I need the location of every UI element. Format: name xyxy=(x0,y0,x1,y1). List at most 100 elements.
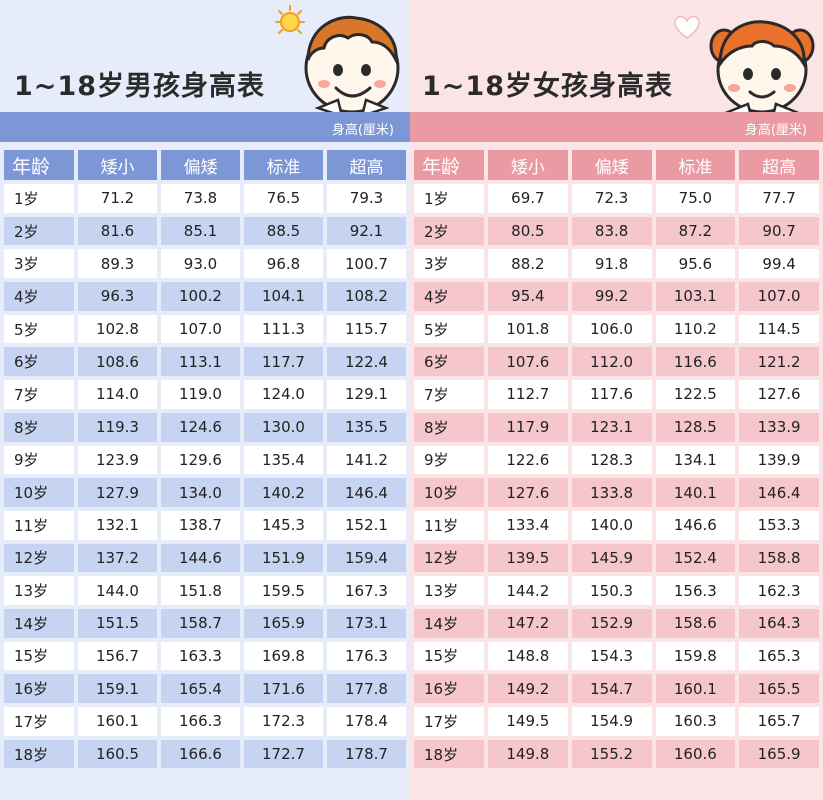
age-cell: 10岁 xyxy=(414,478,484,507)
table-row: 8岁 117.9 123.1 128.5 133.9 xyxy=(414,412,819,442)
age-cell: 13岁 xyxy=(4,576,74,605)
short-value-cell: 122.6 xyxy=(488,445,568,475)
age-cell: 5岁 xyxy=(414,314,484,344)
short-value-cell: 89.3 xyxy=(78,249,157,279)
table-row: 12岁 139.5 145.9 152.4 158.8 xyxy=(414,543,819,573)
below-average-value-cell: 154.9 xyxy=(571,707,652,736)
boys-height-table: 年龄 矮小 偏矮 标准 超高 1岁 71.2 73.8 76.5 79.3 2岁 81.6 8… xyxy=(0,146,410,772)
tall-value-cell: 90.7 xyxy=(739,216,819,246)
below-average-value-cell: 154.7 xyxy=(571,674,652,703)
short-value-cell: 108.6 xyxy=(78,347,157,377)
below-average-value-cell: 152.9 xyxy=(571,608,652,638)
heart-icon xyxy=(674,15,700,39)
standard-value-cell: 128.5 xyxy=(655,412,736,442)
table-row: 5岁 101.8 106.0 110.2 114.5 xyxy=(414,314,819,344)
tall-value-cell: 165.7 xyxy=(739,707,819,736)
tall-value-cell: 146.4 xyxy=(327,478,406,507)
below-average-value-cell: 107.0 xyxy=(161,314,240,344)
table-row: 7岁 114.0 119.0 124.0 129.1 xyxy=(4,380,406,409)
below-average-value-cell: 119.0 xyxy=(161,380,240,409)
table-row: 15岁 148.8 154.3 159.8 165.3 xyxy=(414,641,819,671)
table-row: 13岁 144.2 150.3 156.3 162.3 xyxy=(414,576,819,605)
column-header-tall: 超高 xyxy=(739,150,819,180)
table-row: 10岁 127.9 134.0 140.2 146.4 xyxy=(4,478,406,507)
short-value-cell: 127.6 xyxy=(488,478,568,507)
age-cell: 17岁 xyxy=(414,707,484,736)
table-row: 17岁 160.1 166.3 172.3 178.4 xyxy=(4,707,406,736)
standard-value-cell: 158.6 xyxy=(655,608,736,638)
table-row: 4岁 95.4 99.2 103.1 107.0 xyxy=(414,282,819,311)
tall-value-cell: 99.4 xyxy=(739,249,819,279)
tall-value-cell: 177.8 xyxy=(327,674,406,703)
tall-value-cell: 153.3 xyxy=(739,510,819,540)
tall-value-cell: 141.2 xyxy=(327,445,406,475)
boys-table-header-row: 年龄 矮小 偏矮 标准 超高 xyxy=(4,150,406,180)
tall-value-cell: 122.4 xyxy=(327,347,406,377)
short-value-cell: 156.7 xyxy=(78,641,157,671)
short-value-cell: 132.1 xyxy=(78,510,157,540)
below-average-value-cell: 106.0 xyxy=(571,314,652,344)
short-value-cell: 148.8 xyxy=(488,641,568,671)
standard-value-cell: 122.5 xyxy=(655,380,736,409)
table-row: 15岁 156.7 163.3 169.8 176.3 xyxy=(4,641,406,671)
table-row: 14岁 147.2 152.9 158.6 164.3 xyxy=(414,608,819,638)
table-row: 2岁 80.5 83.8 87.2 90.7 xyxy=(414,216,819,246)
below-average-value-cell: 158.7 xyxy=(161,608,240,638)
column-header-age: 年龄 xyxy=(414,150,484,180)
below-average-value-cell: 91.8 xyxy=(571,249,652,279)
girls-height-table: 年龄 矮小 偏矮 标准 超高 1岁 69.7 72.3 75.0 77.7 2岁 80.5 8… xyxy=(410,146,823,772)
below-average-value-cell: 151.8 xyxy=(161,576,240,605)
short-value-cell: 95.4 xyxy=(488,282,568,311)
age-cell: 16岁 xyxy=(414,674,484,703)
below-average-value-cell: 145.9 xyxy=(571,543,652,573)
standard-value-cell: 159.8 xyxy=(655,641,736,671)
short-value-cell: 107.6 xyxy=(488,347,568,377)
standard-value-cell: 169.8 xyxy=(244,641,323,671)
age-cell: 11岁 xyxy=(4,510,74,540)
age-cell: 8岁 xyxy=(414,412,484,442)
standard-value-cell: 87.2 xyxy=(655,216,736,246)
standard-value-cell: 160.6 xyxy=(655,739,736,769)
age-cell: 16岁 xyxy=(4,674,74,703)
age-cell: 7岁 xyxy=(4,380,74,409)
table-row: 13岁 144.0 151.8 159.5 167.3 xyxy=(4,576,406,605)
boy-mascot-icon xyxy=(304,15,400,118)
tall-value-cell: 176.3 xyxy=(327,641,406,671)
short-value-cell: 81.6 xyxy=(78,216,157,246)
standard-value-cell: 152.4 xyxy=(655,543,736,573)
table-row: 18岁 149.8 155.2 160.6 165.9 xyxy=(414,739,819,769)
table-row: 9岁 123.9 129.6 135.4 141.2 xyxy=(4,445,406,475)
age-cell: 4岁 xyxy=(4,282,74,311)
standard-value-cell: 103.1 xyxy=(655,282,736,311)
below-average-value-cell: 93.0 xyxy=(161,249,240,279)
tall-value-cell: 146.4 xyxy=(739,478,819,507)
tall-value-cell: 107.0 xyxy=(739,282,819,311)
tall-value-cell: 165.9 xyxy=(739,739,819,769)
table-row: 16岁 149.2 154.7 160.1 165.5 xyxy=(414,674,819,703)
tall-value-cell: 167.3 xyxy=(327,576,406,605)
age-cell: 9岁 xyxy=(4,445,74,475)
girls-title-area: 1~18岁女孩身高表 xyxy=(410,0,823,122)
below-average-value-cell: 154.3 xyxy=(571,641,652,671)
boys-table-body: 1岁 71.2 73.8 76.5 79.3 2岁 81.6 85.1 88.5 92.1 3岁 89… xyxy=(4,184,406,769)
short-value-cell: 144.0 xyxy=(78,576,157,605)
short-value-cell: 147.2 xyxy=(488,608,568,638)
standard-value-cell: 111.3 xyxy=(244,314,323,344)
girls-header-band xyxy=(410,112,823,142)
standard-value-cell: 116.6 xyxy=(655,347,736,377)
sun-icon xyxy=(275,5,305,34)
girls-panel: 1~18岁女孩身高表 身高(厘米) 年龄 矮小 偏矮 标准 超高 1岁 69.7 7… xyxy=(410,0,823,800)
below-average-value-cell: 99.2 xyxy=(571,282,652,311)
table-row: 12岁 137.2 144.6 151.9 159.4 xyxy=(4,543,406,573)
age-cell: 8岁 xyxy=(4,412,74,442)
short-value-cell: 114.0 xyxy=(78,380,157,409)
age-cell: 15岁 xyxy=(4,641,74,671)
standard-value-cell: 171.6 xyxy=(244,674,323,703)
short-value-cell: 149.2 xyxy=(488,674,568,703)
age-cell: 12岁 xyxy=(414,543,484,573)
below-average-value-cell: 124.6 xyxy=(161,412,240,442)
column-header-below-average: 偏矮 xyxy=(571,150,652,180)
below-average-value-cell: 133.8 xyxy=(571,478,652,507)
column-header-short: 矮小 xyxy=(78,150,157,180)
